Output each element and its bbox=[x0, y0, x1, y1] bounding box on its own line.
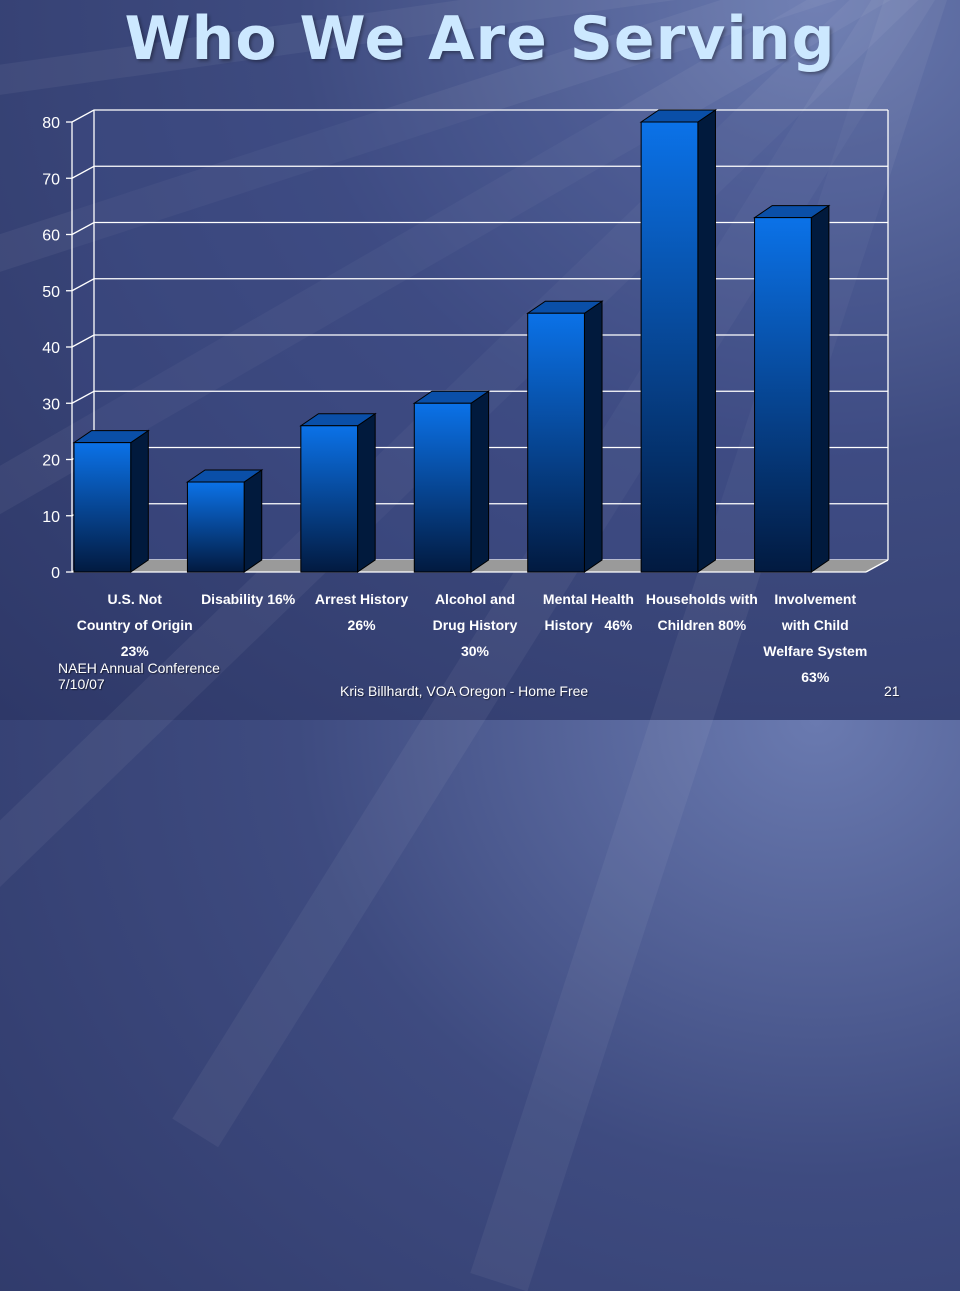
bar-group bbox=[752, 204, 831, 573]
y-tick-label: 50 bbox=[42, 284, 60, 301]
y-axis: 0 10 20 30 40 50 60 70 80 bbox=[42, 115, 73, 582]
bar bbox=[527, 312, 585, 573]
bar-series bbox=[72, 109, 831, 573]
bar bbox=[186, 481, 245, 573]
y-tick-label: 10 bbox=[42, 509, 60, 526]
category-label: History 46% bbox=[544, 617, 632, 633]
y-tick-label: 70 bbox=[42, 171, 60, 188]
x-axis-labels: U.S. Not Country of Origin 23% Disability 1… bbox=[77, 591, 868, 685]
bar bbox=[300, 425, 359, 573]
footer-conference-name: NAEH Annual Conference bbox=[58, 660, 220, 676]
y-tick-label: 40 bbox=[42, 340, 60, 357]
footer-presenter: Kris Billhardt, VOA Oregon - Home Free bbox=[340, 683, 589, 699]
y-tick-label: 80 bbox=[42, 115, 60, 132]
bar-side bbox=[243, 469, 263, 573]
bar bbox=[413, 402, 472, 573]
category-label: Welfare System bbox=[763, 643, 867, 659]
bar-group bbox=[185, 469, 264, 573]
y-tick-label: 30 bbox=[42, 396, 60, 413]
category-label: Drug History bbox=[433, 617, 518, 633]
category-label: Disability 16% bbox=[201, 591, 296, 607]
slide-title: Who We Are Serving bbox=[124, 4, 836, 74]
category-label: Involvement bbox=[774, 591, 856, 607]
bar-side bbox=[357, 412, 376, 573]
category-label: 63% bbox=[801, 669, 830, 685]
bar bbox=[640, 121, 699, 573]
bar bbox=[754, 217, 812, 573]
bar-side bbox=[130, 429, 149, 573]
bar bbox=[73, 442, 132, 573]
category-label: Country of Origin bbox=[77, 617, 193, 633]
category-label: U.S. Not bbox=[107, 591, 162, 607]
bar-side bbox=[583, 300, 603, 573]
bar-side bbox=[810, 204, 830, 573]
bar-side bbox=[697, 109, 716, 573]
bar-group bbox=[72, 429, 150, 573]
bar-group bbox=[412, 390, 491, 573]
footer-conference: NAEH Annual Conference 7/10/07 bbox=[58, 660, 220, 692]
slide-number: 21 bbox=[884, 683, 900, 699]
bar-chart: 0 10 20 30 40 50 60 70 80 U.S. Not Country of Ori… bbox=[42, 109, 889, 685]
category-label: Mental Health bbox=[543, 591, 634, 607]
bar-group bbox=[299, 412, 377, 573]
footer-date: 7/10/07 bbox=[58, 676, 105, 692]
category-label: Households with bbox=[646, 591, 758, 607]
category-label: with Child bbox=[781, 617, 849, 633]
category-label: 23% bbox=[121, 643, 150, 659]
category-label: 26% bbox=[348, 617, 377, 633]
bar-group bbox=[639, 109, 718, 573]
y-tick-label: 60 bbox=[42, 228, 60, 245]
bar-group bbox=[526, 300, 604, 573]
y-tick-label: 20 bbox=[42, 453, 60, 470]
category-label: Children 80% bbox=[658, 617, 747, 633]
floor-right-edge bbox=[865, 559, 889, 573]
y-tick-label: 0 bbox=[51, 565, 60, 582]
category-label: Arrest History bbox=[315, 591, 409, 607]
category-label: 30% bbox=[461, 643, 490, 659]
bar-side bbox=[470, 390, 490, 573]
category-label: Alcohol and bbox=[435, 591, 515, 607]
